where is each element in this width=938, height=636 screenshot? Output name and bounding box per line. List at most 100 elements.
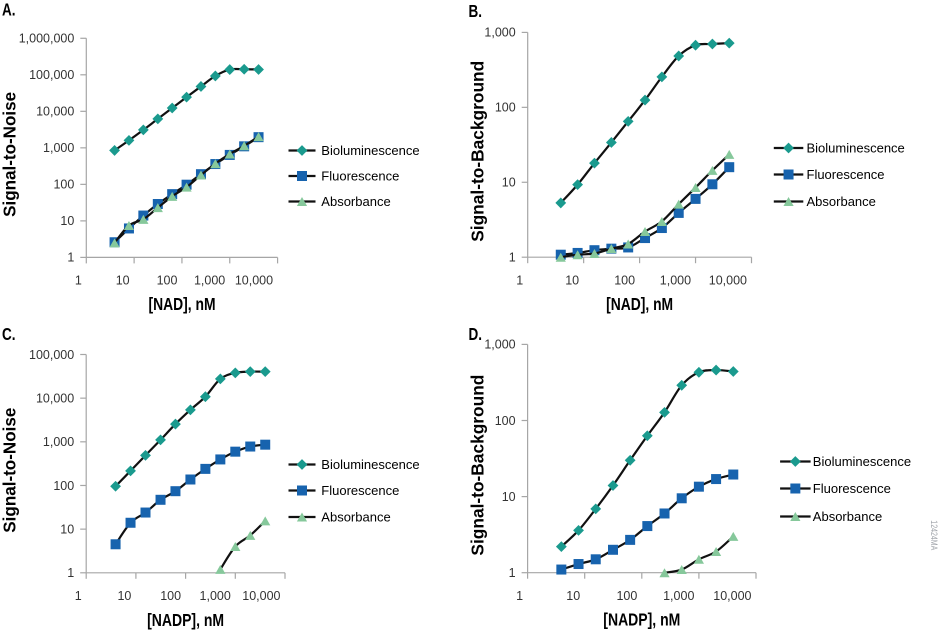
panel-c-label: C. bbox=[2, 324, 16, 344]
marker-diamond bbox=[555, 197, 567, 209]
x-tick-label: 1,000 bbox=[194, 274, 225, 288]
y-tick-label: 100 bbox=[495, 101, 516, 115]
series-fluorescence bbox=[110, 439, 271, 550]
marker-square bbox=[673, 207, 684, 218]
marker-diamond bbox=[209, 70, 221, 82]
marker-diamond bbox=[181, 91, 192, 103]
legend-marker-triangle bbox=[296, 512, 308, 522]
marker-square bbox=[711, 474, 722, 485]
figure-number-side-text: 12424MA bbox=[928, 520, 938, 550]
x-tick-label: 1 bbox=[75, 589, 82, 603]
panel-d-legend: Bioluminescence Fluorescence Absorbance bbox=[780, 454, 911, 524]
marker-diamond bbox=[110, 480, 121, 492]
marker-square bbox=[245, 441, 256, 452]
legend-item-fluorescence: Fluorescence bbox=[288, 483, 399, 498]
marker-square bbox=[140, 507, 151, 518]
panel-b-plot-area: 1 10 100 1,000 10,000 1 10 100 1,000 bbox=[484, 26, 753, 288]
marker-diamond bbox=[676, 379, 688, 391]
marker-diamond bbox=[199, 391, 211, 403]
panel-a-label: A. bbox=[2, 0, 16, 20]
legend-label: Fluorescence bbox=[321, 483, 399, 498]
marker-triangle bbox=[589, 249, 600, 259]
series-line bbox=[113, 67, 260, 152]
marker-triangle bbox=[673, 199, 684, 209]
y-tick-label: 1 bbox=[67, 566, 74, 580]
series-bioluminescence bbox=[555, 37, 735, 209]
legend-item-bioluminescence: Bioluminescence bbox=[773, 141, 905, 156]
x-tick-label: 1,000 bbox=[200, 589, 231, 603]
marker-triangle bbox=[138, 214, 149, 224]
panel-b-legend: Bioluminescence Fluorescence Absorbance bbox=[773, 141, 905, 209]
marker-diamond bbox=[185, 404, 196, 416]
marker-diamond bbox=[727, 366, 739, 377]
legend-marker-diamond bbox=[296, 145, 308, 156]
marker-diamond bbox=[125, 465, 136, 477]
marker-diamond bbox=[690, 39, 701, 51]
x-tick-label: 10,000 bbox=[713, 589, 751, 603]
marker-diamond bbox=[572, 179, 584, 191]
marker-diamond bbox=[170, 418, 181, 430]
marker-triangle bbox=[245, 530, 256, 540]
marker-diamond bbox=[555, 541, 567, 553]
marker-triangle bbox=[693, 554, 704, 564]
legend-item-fluorescence: Fluorescence bbox=[773, 167, 885, 182]
marker-triangle bbox=[253, 132, 264, 142]
marker-square bbox=[556, 564, 567, 575]
marker-square bbox=[625, 534, 636, 545]
y-tick-label: 1 bbox=[509, 251, 516, 265]
marker-triangle bbox=[239, 141, 250, 151]
marker-triangle bbox=[555, 252, 566, 262]
series-line bbox=[663, 535, 735, 574]
y-tick-label: 1,000 bbox=[484, 26, 515, 40]
marker-square bbox=[185, 474, 196, 485]
legend-marker-triangle bbox=[296, 197, 308, 206]
axes: 1 10 100 1,000 10,000 1 10 100 1,000 10,000 100,00… bbox=[19, 32, 279, 288]
y-tick-label: 1,000 bbox=[43, 435, 74, 449]
legend-marker-diamond bbox=[783, 142, 794, 154]
y-tick-label: 10,000 bbox=[36, 391, 74, 405]
marker-diamond bbox=[155, 434, 166, 446]
marker-square bbox=[724, 162, 735, 173]
marker-diamond bbox=[723, 37, 735, 49]
x-tick-label: 100 bbox=[616, 589, 637, 603]
marker-diamond bbox=[244, 366, 256, 378]
legend-label: Absorbance bbox=[321, 510, 390, 525]
marker-triangle bbox=[707, 165, 718, 175]
marker-square bbox=[607, 544, 618, 555]
marker-triangle bbox=[224, 149, 235, 159]
legend-label: Bioluminescence bbox=[321, 457, 419, 472]
y-tick-label: 1,000,000 bbox=[19, 32, 75, 46]
x-tick-label: 100 bbox=[614, 274, 635, 288]
panel-a-legend: Bioluminescence Fluorescence Absorbance bbox=[288, 143, 420, 209]
marker-square bbox=[170, 486, 181, 497]
legend-label: Absorbance bbox=[321, 194, 390, 209]
marker-square bbox=[215, 454, 226, 465]
marker-diamond bbox=[123, 134, 135, 146]
series-absorbance bbox=[109, 132, 264, 248]
marker-square bbox=[690, 193, 701, 204]
axes: 1 10 100 1,000 10,000 1 10 100 1,000 bbox=[484, 338, 757, 603]
marker-diamond bbox=[259, 366, 271, 378]
marker-square bbox=[676, 493, 687, 504]
marker-square bbox=[155, 494, 166, 505]
marker-square bbox=[642, 521, 653, 532]
series-fluorescence bbox=[556, 469, 739, 575]
marker-diamond bbox=[573, 524, 584, 536]
series-bioluminescence bbox=[555, 364, 739, 553]
marker-triangle bbox=[230, 542, 241, 552]
x-tick-label: 1,000 bbox=[660, 274, 691, 288]
marker-square bbox=[230, 446, 241, 457]
marker-diamond bbox=[693, 366, 705, 378]
panel-d-plot-area: 1 10 100 1,000 10,000 1 10 100 1,000 bbox=[484, 338, 757, 603]
x-tick-label: 10 bbox=[566, 589, 580, 603]
legend-marker-triangle bbox=[790, 512, 801, 521]
marker-diamond bbox=[195, 81, 207, 92]
legend-item-absorbance: Absorbance bbox=[780, 509, 882, 524]
series-absorbance bbox=[555, 149, 735, 262]
marker-diamond bbox=[656, 71, 668, 83]
y-tick-label: 10 bbox=[502, 176, 516, 190]
panel-c-legend: Bioluminescence Fluorescence Absorbance bbox=[288, 457, 420, 525]
panel-b-label: B. bbox=[469, 1, 483, 21]
x-tick-label: 10 bbox=[116, 274, 130, 288]
